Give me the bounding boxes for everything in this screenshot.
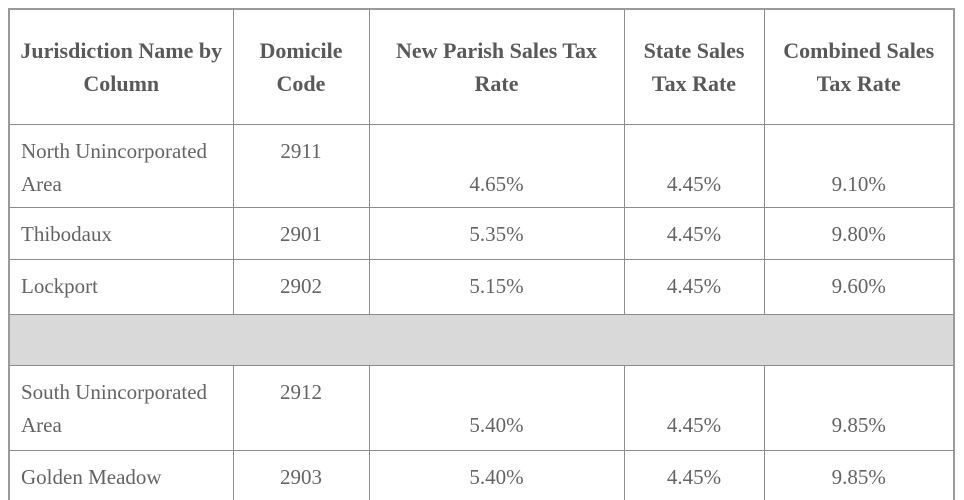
parish-rate-cell: 5.40%: [368, 449, 625, 500]
table-row-lockport: Lockport 2902 5.15% 4.45% 9.60%: [8, 258, 955, 315]
table-row-golden-meadow: Golden Meadow 2903 5.40% 4.45% 9.85%: [8, 449, 955, 500]
column-header-state-sales-tax-rate: State Sales Tax Rate: [623, 8, 765, 125]
table-row-thibodaux: Thibodaux 2901 5.35% 4.45% 9.80%: [8, 206, 955, 260]
parish-rate-cell: 5.35%: [368, 206, 625, 260]
jurisdiction-name-cell: Golden Meadow: [8, 449, 234, 500]
jurisdiction-name-cell: North Unincorporated Area: [8, 123, 234, 208]
domicile-code-cell: 2911: [232, 123, 370, 208]
domicile-code-cell: 2903: [232, 449, 370, 500]
state-rate-cell: 4.45%: [623, 206, 765, 260]
domicile-code-cell: 2902: [232, 258, 370, 315]
jurisdiction-name-cell: South Unincorporated Area: [8, 364, 234, 451]
sales-tax-rate-table: Jurisdiction Name by Column Domicile Cod…: [8, 8, 955, 500]
combined-rate-cell: 9.80%: [763, 206, 955, 260]
table-row-north-unincorporated-area: North Unincorporated Area 2911 4.65% 4.4…: [8, 123, 955, 208]
table-header-row: Jurisdiction Name by Column Domicile Cod…: [8, 8, 955, 125]
combined-rate-cell: 9.85%: [763, 449, 955, 500]
state-rate-cell: 4.45%: [623, 364, 765, 451]
column-header-domicile-code: Domicile Code: [232, 8, 370, 125]
parish-rate-cell: 5.15%: [368, 258, 625, 315]
domicile-code-cell: 2912: [232, 364, 370, 451]
column-header-new-parish-sales-tax-rate: New Parish Sales Tax Rate: [368, 8, 625, 125]
jurisdiction-name-cell: Lockport: [8, 258, 234, 315]
state-rate-cell: 4.45%: [623, 123, 765, 208]
domicile-code-cell: 2901: [232, 206, 370, 260]
combined-rate-cell: 9.85%: [763, 364, 955, 451]
parish-rate-cell: 5.40%: [368, 364, 625, 451]
combined-rate-cell: 9.10%: [763, 123, 955, 208]
column-header-jurisdiction-name: Jurisdiction Name by Column: [8, 8, 234, 125]
state-rate-cell: 4.45%: [623, 449, 765, 500]
table-row-south-unincorporated-area: South Unincorporated Area 2912 5.40% 4.4…: [8, 364, 955, 451]
separator-row: [8, 313, 955, 366]
jurisdiction-name-cell: Thibodaux: [8, 206, 234, 260]
separator-band: [8, 313, 955, 366]
combined-rate-cell: 9.60%: [763, 258, 955, 315]
parish-rate-cell: 4.65%: [368, 123, 625, 208]
column-header-combined-sales-tax-rate: Combined Sales Tax Rate: [763, 8, 955, 125]
state-rate-cell: 4.45%: [623, 258, 765, 315]
